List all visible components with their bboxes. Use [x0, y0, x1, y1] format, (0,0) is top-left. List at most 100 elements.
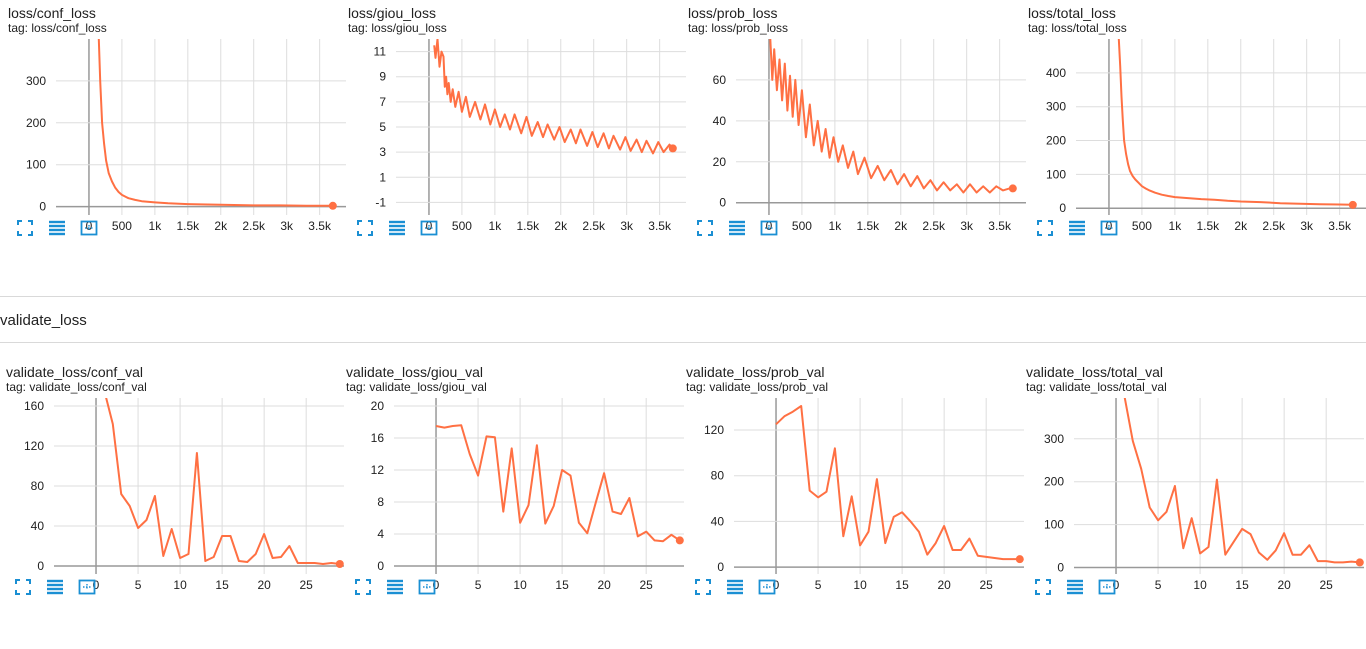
toggle-log-icon[interactable]: [726, 578, 744, 596]
chart-toolbar: [354, 578, 436, 596]
y-tick-label: 80: [31, 479, 45, 493]
y-tick-label: 8: [377, 495, 384, 509]
y-tick-label: 0: [1057, 561, 1064, 575]
x-tick-label: 10: [853, 578, 867, 592]
y-tick-label: 0: [717, 560, 724, 574]
chart-tag: tag: loss/prob_loss: [688, 21, 789, 35]
x-tick-label: 20: [257, 578, 271, 592]
chart-tag: tag: validate_loss/conf_val: [6, 380, 147, 394]
toggle-log-icon[interactable]: [1066, 578, 1084, 596]
toggle-log-icon[interactable]: [388, 219, 406, 237]
y-tick-label: 160: [24, 399, 44, 413]
chart-card: validate_loss/giou_val tag: validate_loss…: [346, 364, 686, 649]
y-tick-label: 100: [1044, 518, 1064, 532]
series-line: [1117, 39, 1353, 206]
series-line: [775, 405, 1020, 561]
y-tick-label: 200: [26, 116, 46, 130]
chart-title: loss/total_loss: [1028, 5, 1116, 21]
toggle-log-icon[interactable]: [46, 578, 64, 596]
fit-to-screen-icon[interactable]: [14, 578, 32, 596]
fit-to-screen-icon[interactable]: [354, 578, 372, 596]
y-tick-label: 11: [374, 45, 387, 59]
y-tick-label: 0: [719, 196, 726, 210]
section-divider: [0, 342, 1366, 343]
y-tick-label: 20: [371, 399, 385, 413]
x-tick-label: 10: [173, 578, 187, 592]
chart-title: loss/prob_loss: [688, 5, 778, 21]
x-tick-label: 3.5k: [648, 219, 672, 233]
last-point-marker: [1008, 184, 1017, 193]
chart-title: loss/conf_loss: [8, 5, 96, 21]
reset-zoom-icon[interactable]: [80, 219, 98, 237]
x-tick-label: 1.5k: [1196, 219, 1220, 233]
x-tick-label: 0: [433, 578, 440, 592]
x-tick-label: 20: [1277, 578, 1291, 592]
x-tick-label: 2k: [554, 219, 568, 233]
toggle-log-icon[interactable]: [386, 578, 404, 596]
y-tick-label: 0: [37, 559, 44, 573]
line-chart[interactable]: 0 5 10 15 20 25 0 100 200 300: [1026, 394, 1366, 594]
y-tick-label: 9: [379, 70, 386, 84]
y-tick-label: 3: [379, 145, 386, 159]
chart-tag: tag: loss/total_loss: [1028, 21, 1127, 35]
fit-to-screen-icon[interactable]: [694, 578, 712, 596]
x-tick-label: 1k: [829, 219, 843, 233]
y-tick-label: 300: [26, 74, 46, 88]
y-tick-label: 40: [713, 114, 727, 128]
x-tick-label: 2k: [1234, 219, 1248, 233]
x-tick-label: 10: [1193, 578, 1207, 592]
toggle-log-icon[interactable]: [48, 219, 66, 237]
chart-toolbar: [694, 578, 776, 596]
reset-zoom-icon[interactable]: [760, 219, 778, 237]
chart-toolbar: [1036, 219, 1118, 237]
x-tick-label: 2k: [214, 219, 228, 233]
fit-to-screen-icon[interactable]: [696, 219, 714, 237]
line-chart[interactable]: 0 5 10 15 20 25 0 40 80 120: [686, 394, 1026, 594]
chart-card: validate_loss/prob_val tag: validate_loss…: [686, 364, 1026, 649]
chart-toolbar: [16, 219, 98, 237]
x-tick-label: 20: [937, 578, 951, 592]
toggle-log-icon[interactable]: [728, 219, 746, 237]
reset-zoom-icon[interactable]: [420, 219, 438, 237]
reset-zoom-icon[interactable]: [418, 578, 436, 596]
fit-to-screen-icon[interactable]: [356, 219, 374, 237]
fit-to-screen-icon[interactable]: [1034, 578, 1052, 596]
chart-card: loss/prob_loss tag: loss/prob_loss 0 500 1k 1…: [688, 5, 1028, 290]
y-tick-label: 40: [711, 514, 725, 528]
toggle-log-icon[interactable]: [1068, 219, 1086, 237]
reset-zoom-icon[interactable]: [1098, 578, 1116, 596]
line-chart[interactable]: 0 5 10 15 20 25 0 4 8 12 16 20: [346, 394, 686, 594]
chart-toolbar: [696, 219, 778, 237]
fit-to-screen-icon[interactable]: [16, 219, 34, 237]
x-tick-label: 20: [597, 578, 611, 592]
x-tick-label: 3.5k: [308, 219, 332, 233]
reset-zoom-icon[interactable]: [1100, 219, 1118, 237]
last-point-marker: [668, 144, 677, 153]
reset-zoom-icon[interactable]: [78, 578, 96, 596]
y-tick-label: 300: [1044, 432, 1064, 446]
chart-tag: tag: validate_loss/total_val: [1026, 380, 1167, 394]
y-tick-label: 7: [379, 95, 386, 109]
line-chart[interactable]: 0 5 10 15 20 25 0 40 80 120 160: [6, 394, 346, 594]
chart-tag: tag: loss/giou_loss: [348, 21, 447, 35]
fit-to-screen-icon[interactable]: [1036, 219, 1054, 237]
y-tick-label: 5: [379, 120, 386, 134]
y-tick-label: 100: [26, 158, 46, 172]
x-tick-label: 15: [1235, 578, 1249, 592]
last-point-marker: [328, 201, 337, 210]
x-tick-label: 5: [135, 578, 142, 592]
y-tick-label: -1: [375, 195, 386, 209]
reset-zoom-icon[interactable]: [758, 578, 776, 596]
x-tick-label: 25: [639, 578, 653, 592]
x-tick-label: 1.5k: [516, 219, 540, 233]
x-tick-label: 1k: [1169, 219, 1183, 233]
y-tick-label: 80: [711, 469, 725, 483]
x-tick-label: 2k: [894, 219, 908, 233]
x-tick-label: 3k: [620, 219, 634, 233]
y-tick-label: 1: [379, 170, 386, 184]
x-tick-label: 15: [895, 578, 909, 592]
